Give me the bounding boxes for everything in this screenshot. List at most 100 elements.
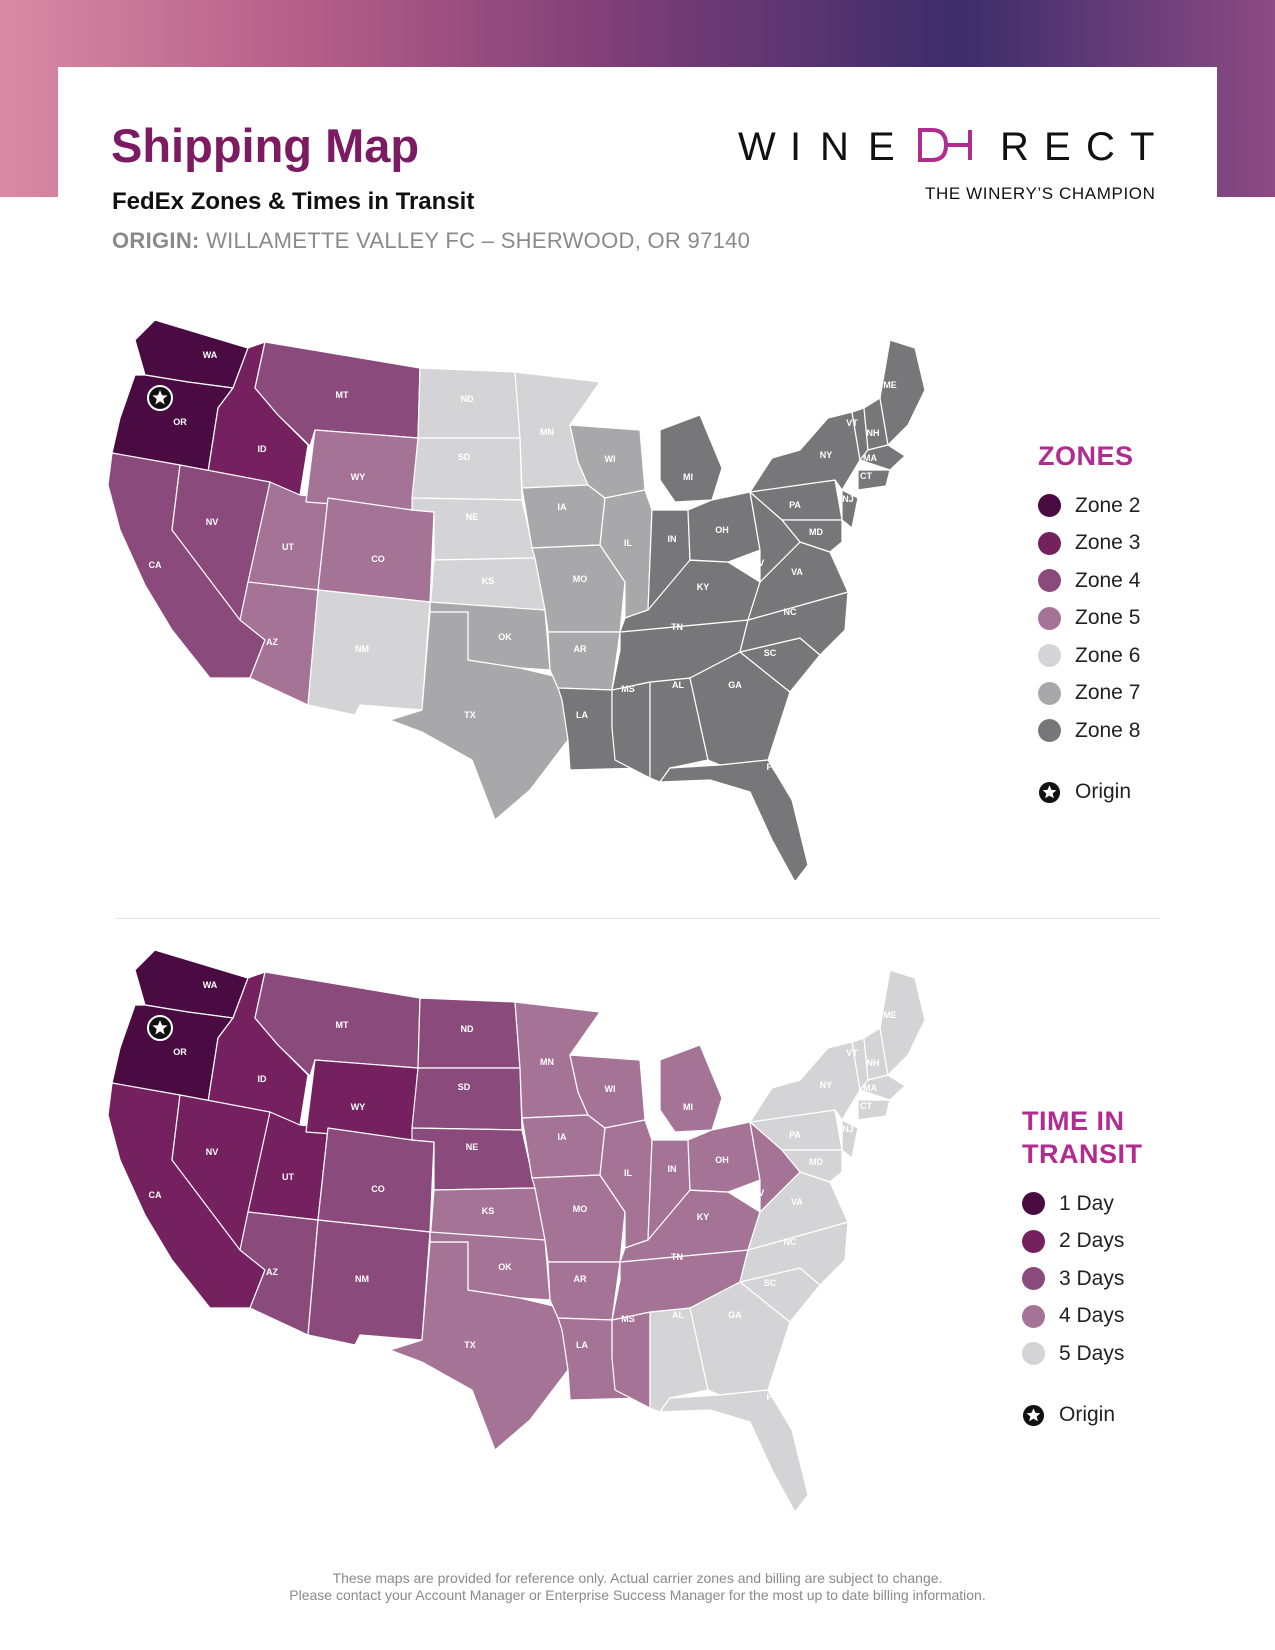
footer-line-1: These maps are provided for reference on… — [332, 1570, 943, 1586]
state-ct — [857, 469, 891, 491]
svg-text:W: W — [738, 125, 776, 169]
state-label-nc: NC — [784, 607, 797, 617]
legend-swatch — [1022, 1267, 1045, 1291]
legend-swatch — [1038, 531, 1061, 555]
legend-swatch — [1022, 1304, 1045, 1328]
state-sd — [411, 437, 523, 501]
states-layer — [107, 320, 926, 880]
state-ar — [547, 631, 621, 691]
state-label-il: IL — [624, 1168, 633, 1178]
footer-line-2: Please contact your Account Manager or E… — [289, 1587, 986, 1603]
transit-legend-title: TIME IN TRANSIT — [1022, 1105, 1143, 1171]
state-labels-layer: WA OR ID CA NV MT UT AZ WY CO NM ND SD NE KS MN TX OK IA MO… — [149, 980, 897, 1402]
state-label-me: ME — [883, 1010, 897, 1020]
state-label-wv: WV — [750, 1188, 765, 1198]
state-label-ut: UT — [282, 1172, 294, 1182]
state-label-sc: SC — [764, 648, 777, 658]
state-label-ma: MA — [863, 453, 877, 463]
state-label-nd: ND — [461, 394, 474, 404]
state-sd — [411, 1067, 523, 1131]
transit-map: WA OR ID CA NV MT UT AZ WY CO NM ND SD NE KS MN TX OK IA MO… — [107, 950, 926, 1510]
state-nj — [841, 489, 859, 529]
zones-legend-items: Zone 2 Zone 3 Zone 4 Zone 5 Zone 6 Zone 7 Zone… — [1038, 487, 1140, 750]
svg-text:E: E — [1044, 125, 1071, 169]
zones-legend-item: Zone 6 — [1038, 637, 1140, 675]
zones-legend-item: Zone 3 — [1038, 525, 1140, 563]
state-label-in: IN — [668, 1164, 677, 1174]
state-me — [879, 969, 926, 1076]
state-label-ok: OK — [498, 632, 512, 642]
legend-swatch — [1038, 606, 1061, 630]
state-label-va: VA — [791, 567, 803, 577]
state-label-ia: IA — [558, 502, 568, 512]
states-layer — [107, 950, 926, 1510]
transit-legend-item: 5 Days — [1022, 1335, 1143, 1373]
legend-label: Zone 3 — [1075, 531, 1141, 555]
state-label-mi: MI — [683, 472, 693, 482]
state-label-nv: NV — [206, 517, 219, 527]
state-label-la: LA — [576, 1340, 588, 1350]
state-label-ct: CT — [860, 471, 872, 481]
legend-label: 4 Days — [1059, 1304, 1125, 1328]
transit-title-line2: TRANSIT — [1022, 1139, 1143, 1169]
transit-legend-item: 3 Days — [1022, 1260, 1143, 1298]
state-label-al: AL — [672, 1310, 684, 1320]
state-label-ne: NE — [466, 1142, 479, 1152]
legend-label: Zone 2 — [1075, 493, 1141, 517]
state-label-vt: VT — [846, 418, 858, 428]
svg-text:I: I — [790, 125, 801, 169]
svg-text:T: T — [1130, 125, 1154, 169]
state-label-wa: WA — [203, 980, 218, 990]
state-label-ok: OK — [498, 1262, 512, 1272]
zones-map: WA OR ID CA NV MT UT AZ WY CO NM ND SD NE KS MN TX OK IA MO… — [107, 320, 926, 880]
legend-label: 5 Days — [1059, 1341, 1125, 1365]
state-label-nm: NM — [355, 1274, 369, 1284]
state-ma — [859, 1074, 906, 1101]
state-label-tx: TX — [464, 1340, 476, 1350]
state-label-mn: MN — [540, 427, 554, 437]
state-label-il: IL — [624, 538, 633, 548]
state-label-id: ID — [258, 444, 268, 454]
origin-label: ORIGIN: — [112, 228, 200, 253]
footer-disclaimer: These maps are provided for reference on… — [0, 1570, 1275, 1604]
state-label-wi: WI — [605, 454, 616, 464]
state-label-nm: NM — [355, 644, 369, 654]
transit-legend-item: 1 Day — [1022, 1185, 1143, 1223]
state-labels-layer: WA OR ID CA NV MT UT AZ WY CO NM ND SD NE KS MN TX OK IA MO… — [149, 350, 897, 772]
state-label-md: MD — [809, 1157, 823, 1167]
state-label-mt: MT — [336, 390, 349, 400]
state-label-ar: AR — [574, 644, 587, 654]
state-mi — [659, 1044, 723, 1133]
state-label-tn: TN — [671, 1252, 683, 1262]
state-label-co: CO — [371, 1184, 385, 1194]
state-nm — [307, 589, 431, 716]
state-label-md: MD — [809, 527, 823, 537]
state-label-sd: SD — [458, 452, 471, 462]
state-label-vt: VT — [846, 1048, 858, 1058]
state-label-az: AZ — [266, 637, 278, 647]
state-mi — [659, 414, 723, 503]
state-label-la: LA — [576, 710, 588, 720]
state-ct — [857, 1099, 891, 1121]
state-label-wy: WY — [351, 472, 366, 482]
state-label-fl: FL — [767, 762, 778, 772]
legend-swatch — [1038, 681, 1061, 705]
state-label-oh: OH — [715, 1155, 729, 1165]
state-label-sc: SC — [764, 1278, 777, 1288]
state-label-ne: NE — [466, 512, 479, 522]
state-label-nh: NH — [867, 428, 880, 438]
state-label-az: AZ — [266, 1267, 278, 1277]
legend-origin-label: Origin — [1075, 780, 1132, 804]
state-label-wa: WA — [203, 350, 218, 360]
star-icon — [1022, 1404, 1045, 1426]
legend-item-origin: Origin — [1022, 1397, 1143, 1435]
state-label-mt: MT — [336, 1020, 349, 1030]
state-label-mi: MI — [683, 1102, 693, 1112]
state-label-ar: AR — [574, 1274, 587, 1284]
state-md — [781, 1149, 843, 1183]
transit-title-line1: TIME IN — [1022, 1106, 1125, 1136]
state-label-nc: NC — [784, 1237, 797, 1247]
state-label-oh: OH — [715, 525, 729, 535]
state-label-mo: MO — [573, 1204, 588, 1214]
state-label-or: OR — [173, 417, 187, 427]
